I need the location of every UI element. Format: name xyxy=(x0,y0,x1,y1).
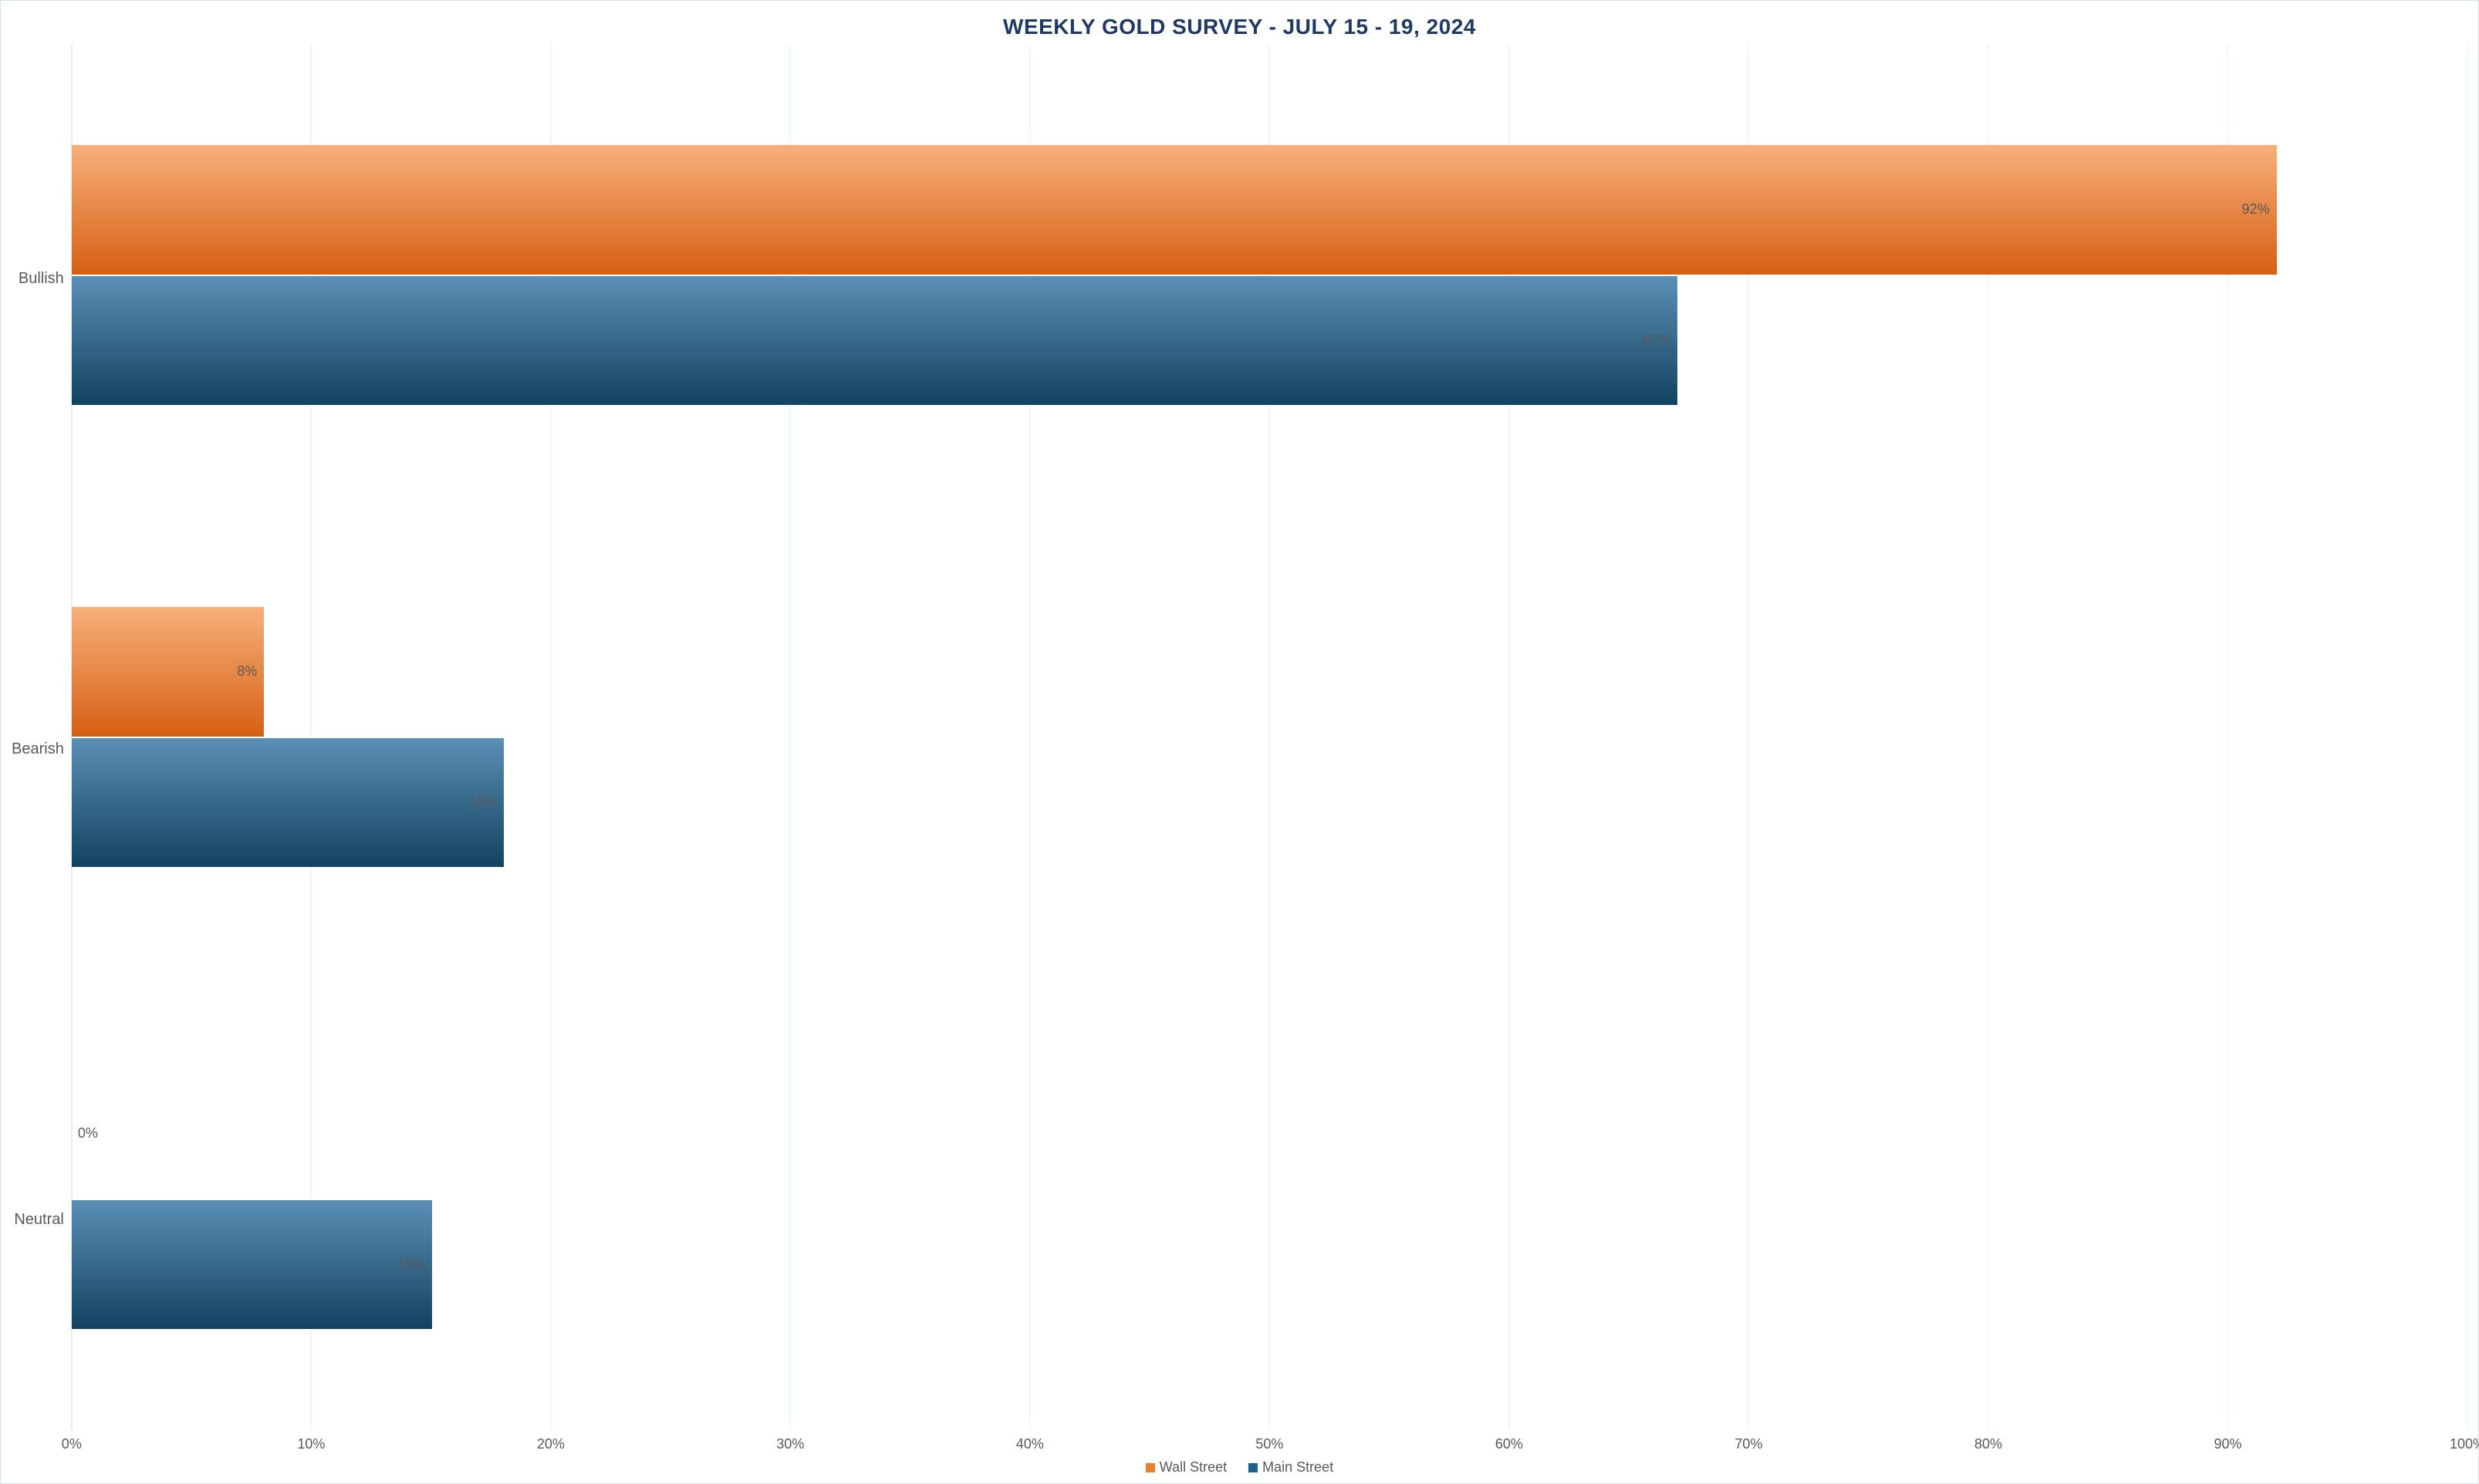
bar-main_street: 18% xyxy=(72,738,504,868)
bar-wall_street: 8% xyxy=(72,607,264,737)
y-axis-label: Bullish xyxy=(12,44,64,514)
bar-value-label: 8% xyxy=(237,663,257,680)
legend-label: Wall Street xyxy=(1160,1459,1227,1476)
x-axis-tick-label: 70% xyxy=(1734,1436,1762,1452)
bar-wall_street: 92% xyxy=(72,145,2277,275)
x-axis-tick-label: 80% xyxy=(1974,1436,2002,1452)
x-axis-tick-label: 30% xyxy=(776,1436,804,1452)
x-axis-tick-label: 50% xyxy=(1255,1436,1283,1452)
bar-group: 92% 67% xyxy=(72,44,2467,506)
plot-column: 92% 67% 8% 18% 0% 15% 0% 10% 20% 30% 40% 50% 60% 70%… xyxy=(72,44,2467,1455)
y-axis-label: Bearish xyxy=(12,514,64,985)
bar-value-label: 67% xyxy=(1643,332,1670,349)
legend: Wall Street Main Street xyxy=(12,1455,2467,1476)
x-axis-tick-label: 90% xyxy=(2214,1436,2241,1452)
bar-value-label: 0% xyxy=(78,1125,98,1142)
legend-label: Main Street xyxy=(1262,1459,1333,1476)
legend-item-wall_street: Wall Street xyxy=(1146,1459,1227,1476)
chart-title: WEEKLY GOLD SURVEY - JULY 15 - 19, 2024 xyxy=(12,15,2467,39)
legend-swatch-icon xyxy=(1248,1463,1258,1472)
bar-wall_street: 0% xyxy=(72,1069,73,1199)
x-axis-tick-label: 60% xyxy=(1495,1436,1523,1452)
legend-swatch-icon xyxy=(1146,1463,1155,1472)
bar-value-label: 15% xyxy=(397,1256,425,1273)
x-axis-tick-label: 20% xyxy=(537,1436,565,1452)
x-axis-tick-label: 0% xyxy=(62,1436,82,1452)
bar-main_street: 67% xyxy=(72,276,1677,406)
x-axis-tick-label: 40% xyxy=(1016,1436,1044,1452)
plot-wrap: BullishBearishNeutral 92% 67% 8% 18% 0% 15% 0… xyxy=(12,44,2467,1455)
plot-area: 92% 67% 8% 18% 0% 15% xyxy=(72,44,2467,1430)
bar-group: 8% 18% xyxy=(72,506,2467,968)
legend-item-main_street: Main Street xyxy=(1248,1459,1333,1476)
y-axis: BullishBearishNeutral xyxy=(12,44,72,1455)
bar-group: 0% 15% xyxy=(72,968,2467,1430)
bar-groups: 92% 67% 8% 18% 0% 15% xyxy=(72,44,2467,1430)
x-axis: 0%10%20%30%40%50%60%70%80%90%100% xyxy=(72,1433,2467,1455)
x-axis-tick-label: 10% xyxy=(297,1436,325,1452)
bar-value-label: 18% xyxy=(469,794,497,811)
bar-value-label: 92% xyxy=(2242,201,2270,218)
bar-main_street: 15% xyxy=(72,1200,432,1330)
x-axis-tick-label: 100% xyxy=(2450,1436,2479,1452)
chart-frame: WEEKLY GOLD SURVEY - JULY 15 - 19, 2024 … xyxy=(0,0,2479,1484)
y-axis-label: Neutral xyxy=(12,984,64,1455)
